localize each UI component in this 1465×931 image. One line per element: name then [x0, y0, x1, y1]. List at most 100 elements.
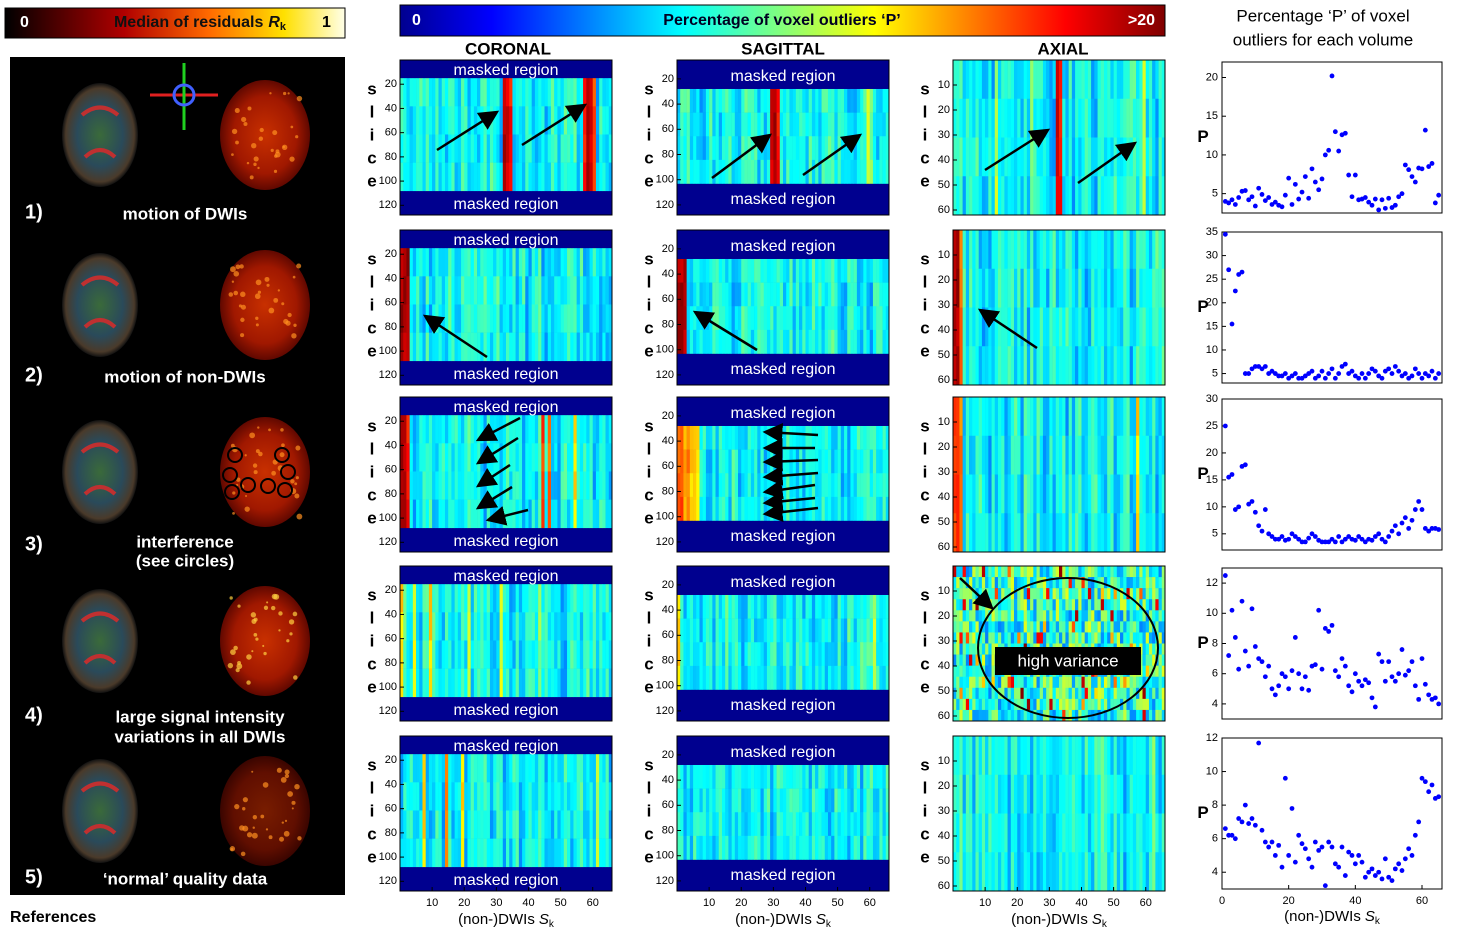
- heatmap-cell: [834, 283, 838, 307]
- heatmap-cell: [870, 136, 874, 160]
- heatmap-cell: [963, 699, 967, 710]
- heatmap-cell: [484, 248, 488, 276]
- heatmap-cell: [879, 595, 883, 619]
- heatmap-cell: [735, 283, 739, 307]
- heatmap-cell: [496, 163, 500, 191]
- heatmap-cell: [1011, 610, 1015, 621]
- heatmap-cell: [870, 497, 874, 521]
- heatmap-cell: [844, 789, 848, 813]
- heatmap-cell: [602, 163, 606, 191]
- heatmap-cell: [416, 415, 420, 443]
- heatmap-cell: [503, 584, 507, 612]
- heatmap-cell: [522, 443, 526, 471]
- heatmap-cell: [593, 640, 597, 668]
- heatmap-cell: [516, 276, 520, 304]
- heatmap-cell: [400, 248, 404, 276]
- heatmap-cell: [959, 655, 963, 666]
- heatmap-cell: [461, 333, 465, 361]
- heatmap-cell: [879, 450, 883, 474]
- heatmap-cell: [532, 443, 536, 471]
- heatmap-cell: [770, 765, 774, 789]
- heatmap-cell: [1094, 176, 1098, 215]
- heatmap-cell: [822, 642, 826, 666]
- heatmap-cell: [1081, 99, 1085, 138]
- heatmap-cell: [1152, 436, 1156, 475]
- heatmap-cell: [1046, 397, 1050, 436]
- heatmap-cell: [1110, 688, 1114, 699]
- masked-label: masked region: [731, 697, 836, 714]
- heatmap-cell: [1053, 513, 1057, 552]
- heatmap-cell: [1008, 475, 1012, 514]
- heatmap-cell: [464, 640, 468, 668]
- heatmap-cell: [432, 754, 436, 782]
- heatmap-cell: [1104, 99, 1108, 138]
- heatmap-cell: [966, 621, 970, 632]
- heatmap-cell: [1030, 699, 1034, 710]
- heatmap-cell: [754, 497, 758, 521]
- heatmap-cell: [1040, 397, 1044, 436]
- heatmap-cell: [696, 89, 700, 113]
- heatmap-cell: [1053, 688, 1057, 699]
- y-tick-label: 40: [385, 102, 397, 114]
- heatmap-cell: [870, 426, 874, 450]
- y-label-letter: s: [367, 416, 376, 435]
- heatmap-cell: [580, 669, 584, 697]
- heatmap-cell: [831, 426, 835, 450]
- heatmap-cell: [725, 765, 729, 789]
- heatmap-cell: [972, 577, 976, 588]
- heatmap-cell: [956, 397, 960, 436]
- residual-speck: [264, 606, 268, 610]
- heatmap-cell: [445, 106, 449, 134]
- heatmap-cell: [448, 810, 452, 838]
- heatmap-cell: [975, 677, 979, 688]
- heatmap-cell: [773, 789, 777, 813]
- heatmap-cell: [406, 584, 410, 612]
- heatmap-cell: [1149, 566, 1153, 577]
- heatmap-cell: [1078, 397, 1082, 436]
- heatmap-cell: [435, 782, 439, 810]
- heatmap-cell: [484, 782, 488, 810]
- heatmap-cell: [506, 304, 510, 332]
- heatmap-cell: [586, 612, 590, 640]
- heatmap-cell: [451, 78, 455, 106]
- heatmap-cell: [712, 642, 716, 666]
- heatmap-cell: [564, 839, 568, 867]
- heatmap-cell: [719, 259, 723, 283]
- heatmap-cell: [838, 812, 842, 836]
- heatmap-cell: [1049, 710, 1053, 721]
- heatmap-cell: [975, 475, 979, 514]
- heatmap-cell: [1114, 621, 1118, 632]
- heatmap-cell: [471, 415, 475, 443]
- heatmap-cell: [725, 789, 729, 813]
- heatmap-cell: [561, 304, 565, 332]
- heatmap-cell: [593, 333, 597, 361]
- heatmap-cell: [426, 106, 430, 134]
- heatmap-cell: [841, 812, 845, 836]
- heatmap-cell: [570, 500, 574, 528]
- heatmap-cell: [509, 134, 513, 162]
- heatmap-cell: [1033, 308, 1037, 347]
- heatmap-cell: [1126, 621, 1130, 632]
- heatmap-cell: [687, 330, 691, 354]
- heatmap-cell: [1043, 513, 1047, 552]
- heatmap-cell: [959, 775, 963, 814]
- heatmap-cell: [982, 699, 986, 710]
- heatmap-cell: [741, 426, 745, 450]
- y-tick-label: 50: [938, 349, 950, 361]
- heatmap-cell: [1123, 475, 1127, 514]
- heatmap-cell: [541, 163, 545, 191]
- heatmap-cell: [1043, 436, 1047, 475]
- heatmap-cell: [834, 330, 838, 354]
- heatmap-cell: [1085, 99, 1089, 138]
- heatmap-cell: [1133, 308, 1137, 347]
- y-tick-label: 30: [938, 299, 950, 311]
- heatmap-cell: [573, 78, 577, 106]
- heatmap-cell: [722, 595, 726, 619]
- heatmap-cell: [1037, 269, 1041, 308]
- heatmap-cell: [1008, 346, 1012, 385]
- heatmap-cell: [1020, 710, 1024, 721]
- heatmap-cell: [1107, 436, 1111, 475]
- heatmap-cell: [876, 789, 880, 813]
- heatmap-cell: [1046, 346, 1050, 385]
- heatmap-cell: [1133, 436, 1137, 475]
